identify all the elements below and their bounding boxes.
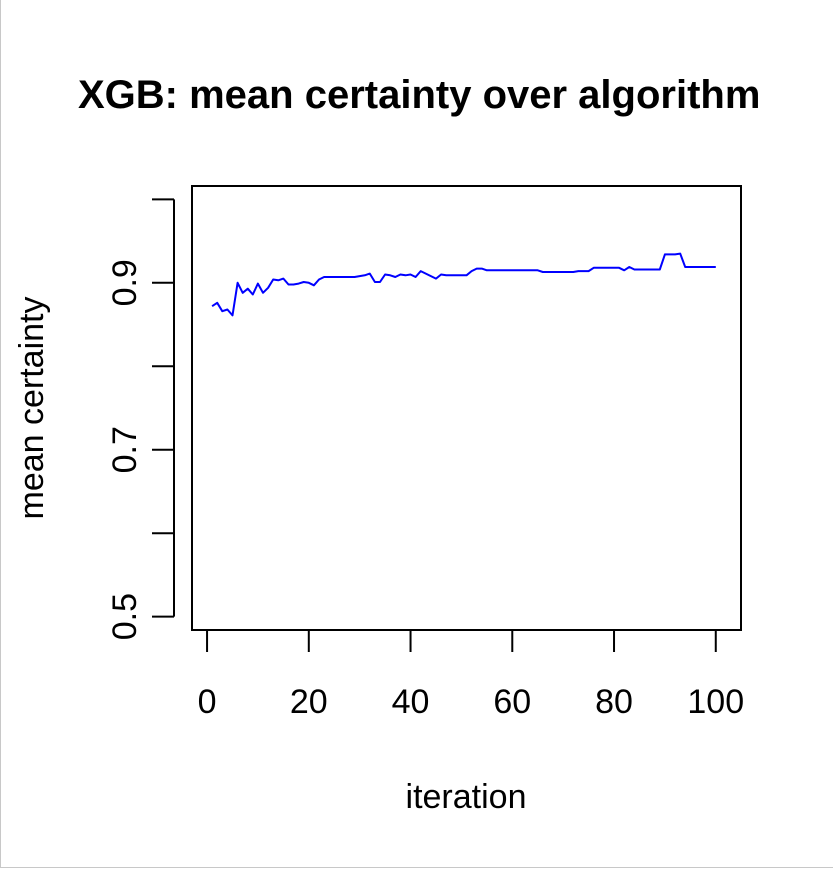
x-tick-label: 20 xyxy=(290,683,328,721)
y-tick-label: 0.5 xyxy=(106,593,144,640)
x-axis: 0 20 40 60 80 100 xyxy=(198,629,744,721)
y-axis: 0.5 0.7 0.9 xyxy=(106,198,175,640)
x-tick-label: 0 xyxy=(198,683,217,721)
series-layer xyxy=(211,252,716,317)
chart-title: XGB: mean certainty over algorithm xyxy=(78,73,760,117)
plot-box xyxy=(191,185,742,631)
y-axis-label: mean certainty xyxy=(13,297,51,520)
x-axis-label: iteration xyxy=(406,778,527,816)
x-tick-label: 60 xyxy=(493,683,531,721)
x-tick-label: 80 xyxy=(595,683,633,721)
x-tick-label: 100 xyxy=(687,683,744,721)
y-tick-label: 0.7 xyxy=(106,426,144,473)
x-tick-label: 40 xyxy=(392,683,430,721)
series-line xyxy=(211,252,716,317)
y-tick-label: 0.9 xyxy=(106,259,144,306)
